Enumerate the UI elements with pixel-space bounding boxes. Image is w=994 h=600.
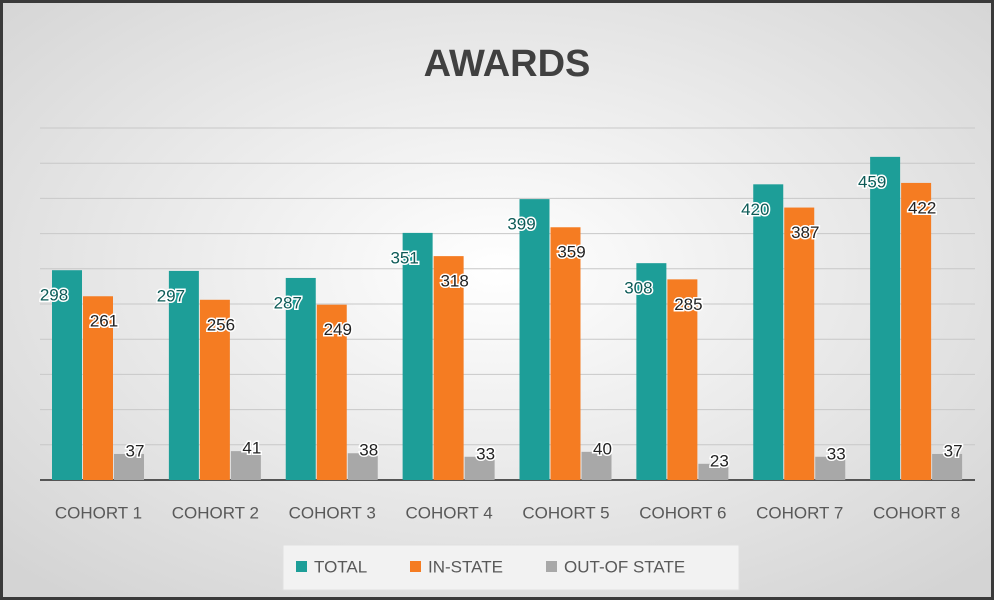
- bar: [815, 456, 846, 480]
- data-label: 40: [593, 439, 612, 458]
- data-label: 261: [90, 312, 118, 331]
- data-label: 285: [674, 295, 702, 314]
- bar: [52, 270, 82, 480]
- x-tick-label: COHORT 5: [522, 503, 609, 522]
- bar: [199, 299, 230, 480]
- data-label: 459: [858, 172, 886, 191]
- data-label: 249: [324, 320, 352, 339]
- data-label: 422: [908, 198, 936, 217]
- legend-swatch: [410, 561, 421, 572]
- bar: [901, 182, 932, 481]
- x-tick-label: COHORT 8: [873, 503, 960, 522]
- data-label: 297: [157, 286, 185, 305]
- legend-swatch: [296, 561, 307, 572]
- bar: [433, 256, 464, 480]
- data-label: 318: [440, 272, 468, 291]
- bar: [316, 304, 347, 480]
- bar: [784, 207, 815, 480]
- bar: [230, 451, 261, 480]
- legend-box: [282, 544, 740, 591]
- data-label: 359: [557, 243, 585, 262]
- data-label: 351: [390, 248, 418, 267]
- data-label: 308: [624, 279, 652, 298]
- legend-label: IN-STATE: [428, 557, 503, 576]
- bar: [753, 184, 784, 480]
- data-label: 33: [827, 444, 846, 463]
- data-label: 287: [274, 293, 302, 312]
- chart-title: AWARDS: [424, 43, 591, 85]
- bar: [870, 156, 901, 480]
- data-label: 23: [710, 451, 729, 470]
- x-tick-label: COHORT 2: [172, 503, 259, 522]
- legend-label: TOTAL: [314, 557, 367, 576]
- bar: [402, 232, 433, 480]
- x-tick-label: COHORT 7: [756, 503, 843, 522]
- bar: [519, 199, 550, 480]
- bar: [168, 270, 199, 480]
- x-tick-label: COHORT 3: [289, 503, 376, 522]
- bar: [114, 453, 144, 480]
- data-label: 37: [944, 441, 963, 460]
- bar: [636, 263, 667, 480]
- bar: [550, 227, 581, 480]
- bar: [285, 277, 316, 480]
- x-tick-label: COHORT 1: [55, 503, 142, 522]
- legend-swatch: [546, 561, 557, 572]
- x-tick-label: COHORT 6: [639, 503, 726, 522]
- x-tick-label: COHORT 4: [405, 503, 492, 522]
- bar: [347, 453, 378, 480]
- data-label: 298: [40, 286, 68, 305]
- bar: [667, 279, 698, 480]
- data-label: 37: [126, 441, 145, 460]
- bar: [698, 463, 729, 480]
- bar: [464, 456, 495, 480]
- data-label: 41: [242, 439, 261, 458]
- data-label: 256: [207, 315, 235, 334]
- data-label: 38: [359, 441, 378, 460]
- data-label: 387: [791, 223, 819, 242]
- bar: [581, 451, 612, 480]
- bar: [932, 453, 963, 480]
- data-label: 399: [507, 215, 535, 234]
- bar: [83, 296, 113, 480]
- data-label: 33: [476, 444, 495, 463]
- data-label: 420: [741, 200, 769, 219]
- legend-label: OUT-OF STATE: [564, 557, 685, 576]
